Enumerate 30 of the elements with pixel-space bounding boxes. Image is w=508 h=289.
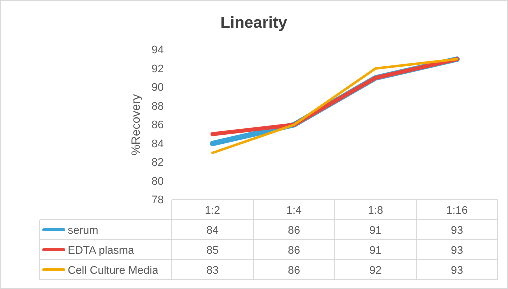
legend-label: serum [68, 225, 99, 237]
legend-label: Cell Culture Media [68, 265, 160, 277]
y-tick-label: 80 [152, 176, 164, 188]
legend-label: EDTA plasma [68, 245, 136, 257]
data-label: 92 [370, 265, 382, 277]
x-tick-label: 1:16 [446, 205, 468, 217]
y-tick-label: 94 [152, 44, 164, 57]
data-label: 85 [206, 245, 219, 257]
data-label: 86 [288, 225, 300, 237]
x-tick-label: 1:2 [205, 205, 220, 217]
y-tick-label: 84 [152, 138, 164, 150]
data-label: 91 [370, 245, 382, 257]
data-label: 93 [451, 265, 464, 277]
data-label: 91 [370, 225, 382, 237]
data-label: 93 [451, 225, 464, 237]
data-label: 93 [451, 245, 464, 257]
data-label: 86 [288, 265, 300, 277]
y-tick-label: 82 [152, 157, 164, 170]
y-tick-label: 90 [152, 82, 164, 94]
y-tick-label: 92 [152, 63, 164, 76]
chart-title: Linearity [220, 15, 288, 32]
data-label: 86 [288, 245, 300, 257]
y-axis-title: %Recovery [129, 94, 143, 156]
y-tick-label: 88 [152, 100, 164, 113]
y-tick-label: 86 [152, 120, 164, 132]
y-tick-label: 78 [152, 194, 164, 207]
x-tick-label: 1:4 [286, 205, 302, 217]
x-tick-label: 1:8 [368, 205, 384, 217]
data-label: 84 [206, 225, 219, 237]
data-label: 83 [206, 265, 219, 277]
